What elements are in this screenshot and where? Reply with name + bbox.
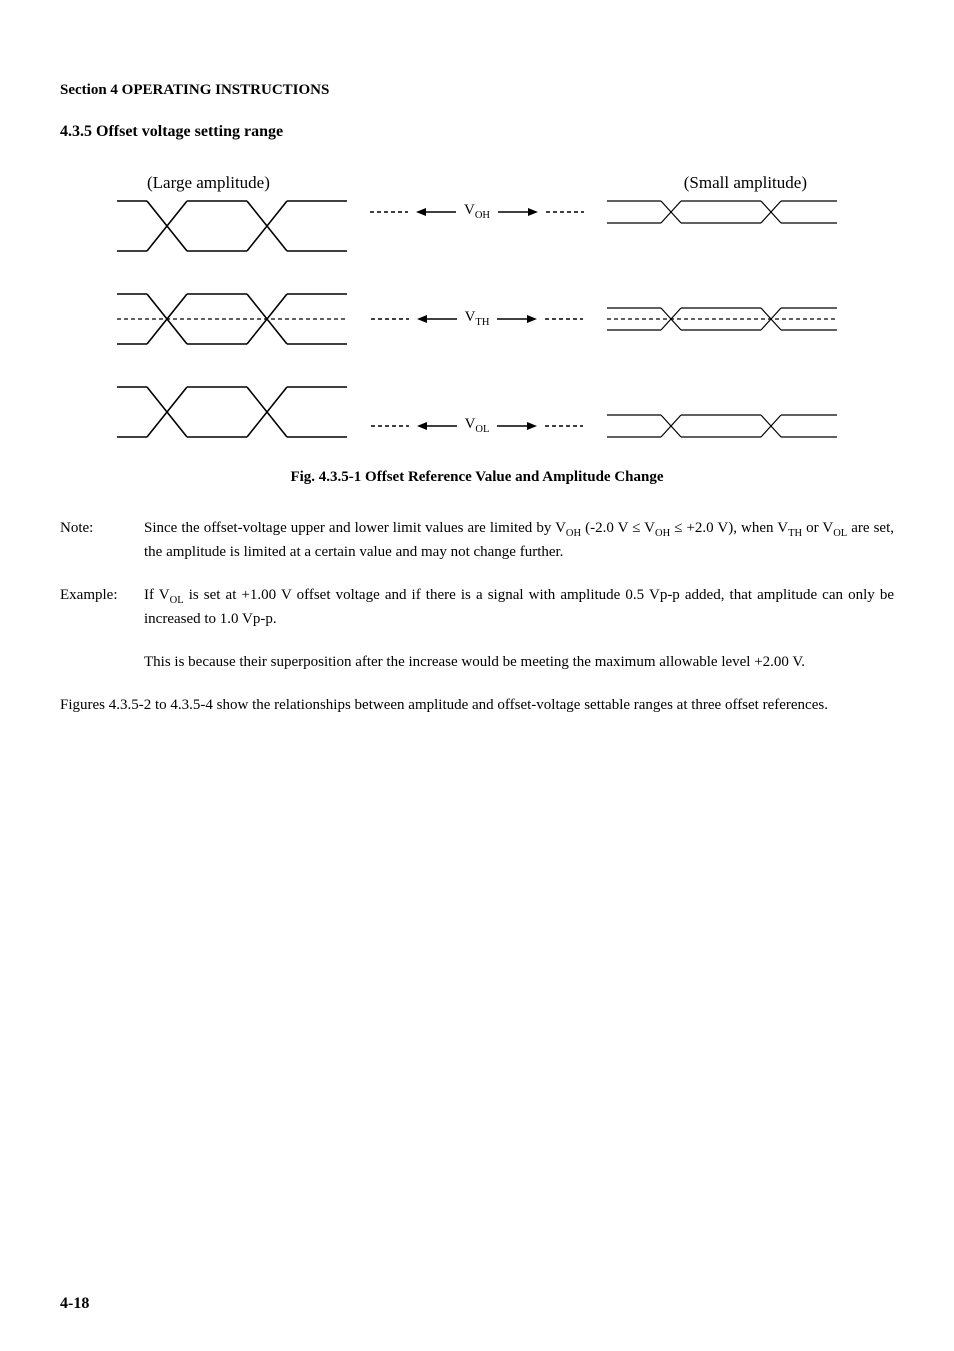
note-label: Note: <box>60 518 124 563</box>
vol-large-wave <box>117 383 347 441</box>
voh-large-wave <box>117 197 347 255</box>
subsection-header: 4.3.5 Offset voltage setting range <box>60 121 894 143</box>
vol-small-wave <box>607 383 837 441</box>
figure-caption: Fig. 4.3.5-1 Offset Reference Value and … <box>60 467 894 488</box>
vth-small-wave <box>607 290 837 348</box>
closing-paragraph: Figures 4.3.5-2 to 4.3.5-4 show the rela… <box>60 695 894 716</box>
vth-large-wave <box>117 290 347 348</box>
example-body: If VOL is set at +1.00 V offset voltage … <box>144 585 894 673</box>
large-amplitude-label: (Large amplitude) <box>147 171 270 195</box>
example-paragraph: Example: If VOL is set at +1.00 V offset… <box>60 585 894 673</box>
small-amplitude-label: (Small amplitude) <box>684 171 807 195</box>
page-number: 4-18 <box>60 1293 89 1315</box>
vol-label: VOL <box>465 414 490 438</box>
voh-label: VOH <box>464 200 490 224</box>
offset-diagram: (Large amplitude) (Small amplitude) <box>117 171 837 441</box>
vth-label: VTH <box>465 307 490 331</box>
vol-row: VOL <box>117 377 837 441</box>
voh-row: VOH <box>117 197 837 261</box>
example-label: Example: <box>60 585 124 673</box>
voh-small-wave <box>607 197 837 255</box>
note-paragraph: Note: Since the offset-voltage upper and… <box>60 518 894 563</box>
note-body: Since the offset-voltage upper and lower… <box>144 518 894 563</box>
vth-row: VTH <box>117 287 837 351</box>
section-header: Section 4 OPERATING INSTRUCTIONS <box>60 80 894 101</box>
